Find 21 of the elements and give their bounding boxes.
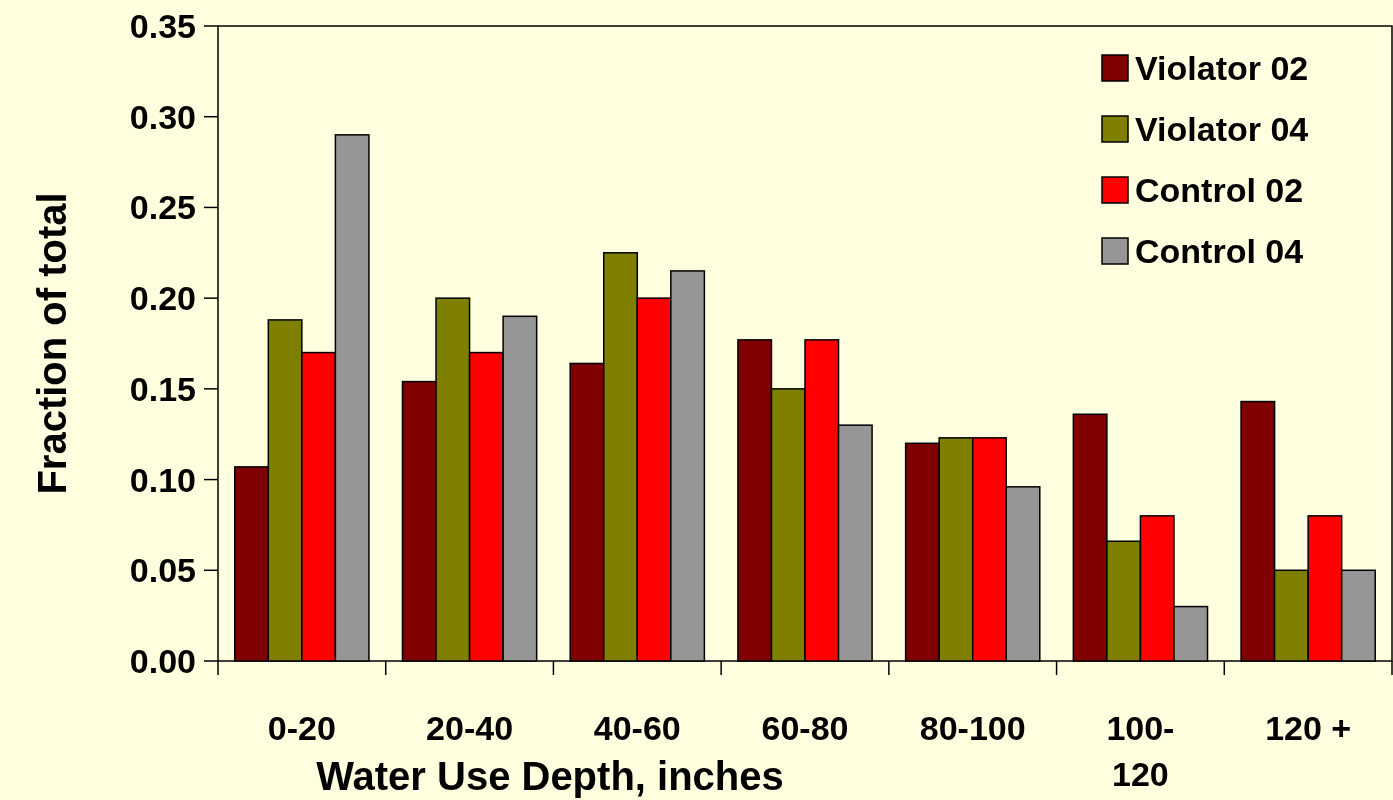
y-tick-label: 0.30 — [129, 97, 196, 136]
x-axis-title: Water Use Depth, inches — [316, 754, 784, 798]
y-axis-title: Fraction of total — [30, 192, 74, 495]
y-tick-label: 0.10 — [129, 460, 196, 499]
legend-label: Violator 04 — [1135, 110, 1309, 148]
x-tick-label: 60-80 — [761, 709, 849, 747]
x-tick-label: 120 + — [1265, 709, 1352, 747]
x-tick-label: 40-60 — [593, 709, 681, 747]
legend-label: Control 02 — [1135, 171, 1304, 209]
y-tick-label: 0.15 — [129, 369, 196, 408]
y-tick-label: 0.00 — [129, 642, 196, 680]
x-tick-label: 20-40 — [426, 709, 514, 747]
x-tick-label: 80-100 — [919, 709, 1026, 747]
legend-label: Control 04 — [1135, 232, 1304, 270]
x-tick-label: 100-120 — [1106, 709, 1175, 793]
y-tick-label: 0.35 — [129, 7, 196, 45]
y-tick-label: 0.25 — [129, 188, 196, 227]
x-tick-label: 0-20 — [267, 709, 336, 747]
y-tick-label: 0.20 — [129, 279, 196, 318]
legend-label: Violator 02 — [1135, 49, 1309, 87]
y-tick-label: 0.05 — [129, 551, 196, 590]
